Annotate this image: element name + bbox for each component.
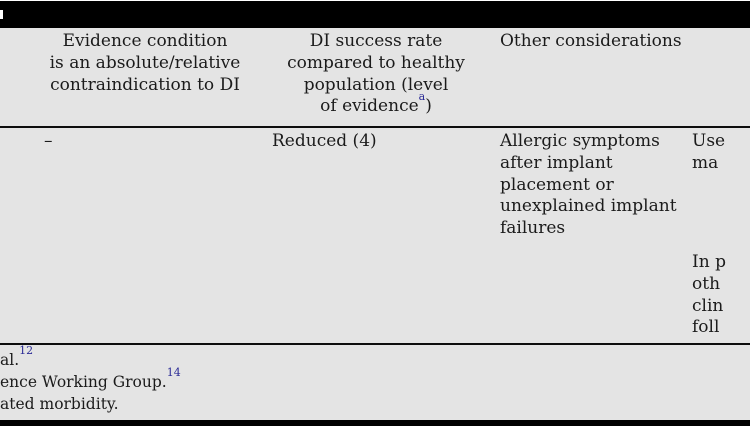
- cell-recommendations-paragraph-2-clipped: In p oth clin foll: [692, 252, 726, 339]
- footnote-line-3: ated morbidity.: [0, 393, 119, 415]
- column-header-di-success-rate: DI success rate compared to healthy popu…: [262, 31, 490, 118]
- column-header-other-considerations: Other considerations: [500, 31, 682, 53]
- header-line: contraindication to DI: [50, 74, 240, 95]
- footnote-line-2: ence Working Group.14: [0, 367, 181, 393]
- success-rate-text: Reduced (4): [272, 131, 377, 151]
- cell-text-line: Allergic symptoms: [500, 131, 660, 151]
- header-line: compared to healthy: [287, 52, 465, 73]
- footnote-line-1: al.12: [0, 345, 33, 371]
- table-background: [0, 28, 750, 420]
- cell-recommendations-paragraph-1-clipped: Use ma: [692, 131, 725, 175]
- dash-value: –: [44, 131, 53, 151]
- cell-text-line: unexplained implant: [500, 196, 677, 217]
- header-line-text: ): [425, 96, 432, 117]
- cell-success-rate-value: Reduced (4): [272, 131, 377, 153]
- cell-text-line: failures: [500, 218, 566, 239]
- header-line-with-footnote-ref: of evidencea): [262, 91, 490, 118]
- citation-12-link[interactable]: 12: [19, 343, 34, 357]
- table-title-text-fragment: [0, 10, 3, 19]
- header-line: DI success rate: [309, 31, 443, 51]
- header-line: is an absolute/relative: [49, 52, 241, 73]
- table-bottom-rule: [0, 420, 750, 426]
- cell-text-fragment: clin: [692, 295, 724, 316]
- cell-text-fragment: In p: [692, 252, 726, 272]
- table-title-bar: [0, 1, 750, 28]
- cell-text-fragment: ma: [692, 152, 719, 173]
- header-line: Evidence condition: [62, 31, 228, 51]
- column-header-evidence-contraindication: Evidence condition is an absolute/relati…: [20, 31, 270, 96]
- header-line: Other considerations: [500, 31, 682, 51]
- footnote-divider-rule: [0, 343, 750, 345]
- cell-other-considerations: Allergic symptoms after implant placemen…: [500, 131, 677, 240]
- footnote-text-fragment: ated morbidity.: [0, 395, 119, 413]
- footnote-text-fragment: al.: [0, 351, 20, 369]
- footnote-text-fragment: ence Working Group.: [0, 373, 167, 391]
- footnote-ref-a-link[interactable]: a: [418, 89, 426, 103]
- cell-text-line: after implant: [500, 152, 613, 173]
- cell-text-fragment: oth: [692, 273, 721, 294]
- citation-14-link[interactable]: 14: [166, 365, 181, 379]
- cell-text-line: placement or: [500, 174, 614, 195]
- header-line-text: of evidence: [320, 96, 419, 117]
- header-line: population (level: [303, 74, 449, 95]
- cell-contraindication-value: –: [44, 131, 53, 153]
- cell-text-fragment: Use: [692, 131, 726, 151]
- cell-text-fragment: foll: [692, 317, 720, 338]
- header-divider-rule: [0, 126, 750, 128]
